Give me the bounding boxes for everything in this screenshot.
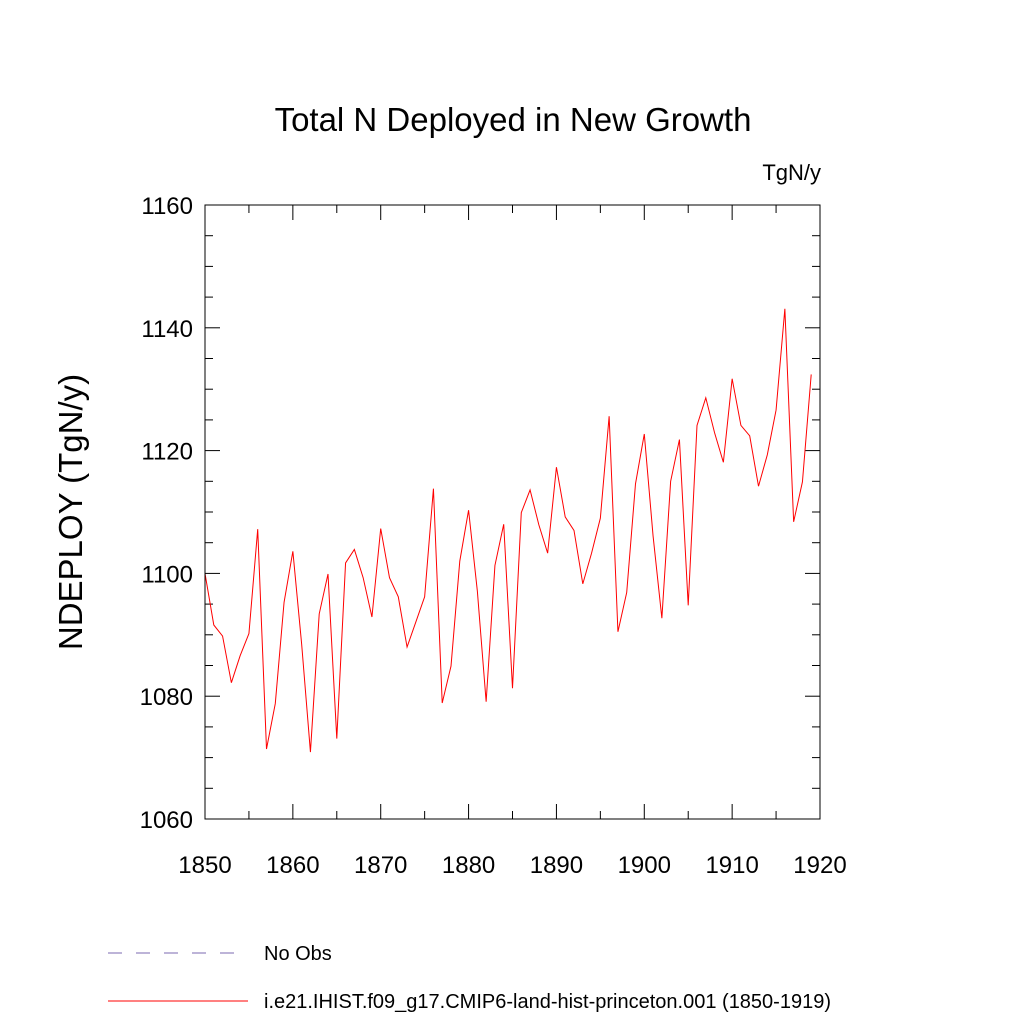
x-tick-label: 1900: [618, 852, 671, 879]
y-tick-label: 1100: [141, 561, 193, 588]
y-tick-label: 1120: [141, 439, 193, 466]
series-line-1: [204, 308, 812, 753]
tick-labels: 1850 1860 1870 1880 1890 1900 1910 1920 1060 1080…: [140, 193, 847, 879]
x-tick-label: 1870: [354, 852, 407, 879]
y-tick-label: 1060: [140, 807, 193, 834]
x-tick-label: 1910: [705, 852, 758, 879]
plot-frame: [204, 204, 821, 820]
legend-label-no-obs: No Obs: [264, 943, 332, 965]
chart-title: Total N Deployed in New Growth: [275, 101, 752, 138]
x-tick-label: 1920: [793, 852, 846, 879]
axis-ticks: [204, 204, 821, 820]
x-tick-label: 1860: [266, 852, 319, 879]
x-tick-label: 1850: [178, 852, 231, 879]
x-tick-label: 1880: [442, 852, 495, 879]
units-label: TgN/y: [762, 160, 821, 185]
legend-label-model-run: i.e21.IHIST.f09_g17.CMIP6-land-hist-prin…: [264, 991, 831, 1013]
y-axis-label: NDEPLOY (TgN/y): [52, 374, 89, 650]
legend: No Obs i.e21.IHIST.f09_g17.CMIP6-land-hi…: [108, 943, 831, 1013]
series-lines: [204, 308, 812, 753]
y-tick-label: 1080: [140, 684, 193, 711]
x-tick-label: 1890: [530, 852, 583, 879]
y-tick-label: 1140: [141, 316, 193, 343]
y-tick-label: 1160: [141, 193, 193, 220]
